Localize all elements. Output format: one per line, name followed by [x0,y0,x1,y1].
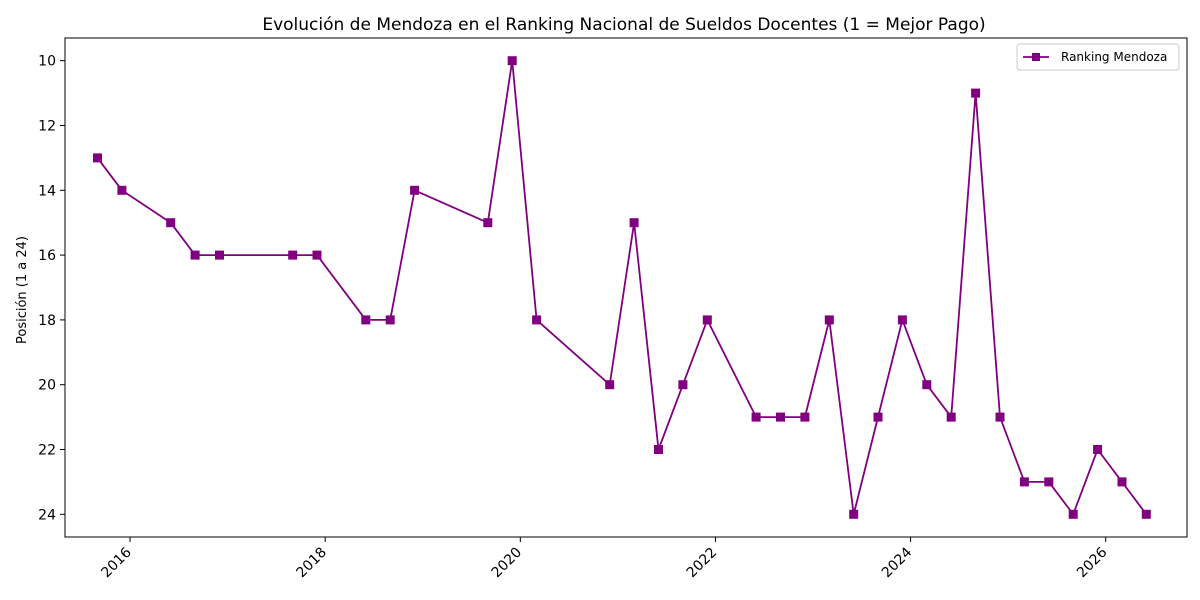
data-point-marker [1044,477,1054,487]
y-axis-label: Posición (1 a 24) [15,236,30,344]
data-point-marker [288,250,298,260]
data-point-marker [190,250,200,260]
y-tick-label: 22 [38,443,56,459]
y-tick-label: 14 [38,183,56,199]
data-point-marker [897,315,907,325]
data-point-marker [824,315,834,325]
plot-frame [64,37,1188,538]
data-point-marker [1093,445,1103,454]
data-point-marker [312,250,322,260]
legend: Ranking Mendoza [1016,43,1180,71]
x-tick-label: 2022 [684,545,721,582]
x-tick-label: 2024 [879,544,916,581]
y-tick-label: 12 [38,118,56,134]
data-point-marker [1141,509,1151,519]
legend-entry-label: Ranking Mendoza [1061,50,1167,64]
data-point-marker [971,88,981,98]
y-tick-label: 18 [38,313,56,329]
x-tick-label: 2026 [1074,544,1111,581]
data-point-marker [702,315,712,325]
chart-title: Evolución de Mendoza en el Ranking Nacio… [262,15,985,35]
y-tick-label: 10 [38,54,56,70]
data-point-marker [507,56,517,66]
data-point-marker [1019,477,1029,487]
y-tick-label: 16 [38,248,56,264]
data-point-marker [93,153,102,163]
data-point-marker [532,315,542,325]
data-point-marker [361,315,371,325]
legend-box [1016,43,1180,71]
data-point-marker [410,185,420,195]
data-point-marker [605,380,615,390]
data-point-marker [385,315,395,325]
data-point-marker [166,218,176,228]
data-point-marker [1117,477,1127,487]
x-tick-label: 2020 [489,545,526,582]
data-point-marker [751,412,761,422]
data-point-marker [117,185,127,195]
data-point-marker [922,380,932,390]
data-point-marker [946,412,956,422]
data-point-marker [776,412,785,422]
y-tick-label: 24 [38,507,56,523]
data-point-marker [678,380,688,390]
data-point-marker [873,412,883,422]
x-tick-label: 2018 [293,545,330,582]
data-point-marker [1068,509,1078,519]
data-point-marker [995,412,1005,422]
data-point-marker [654,445,663,454]
x-tick-label: 2016 [98,544,135,581]
data-point-marker [483,218,493,228]
data-point-marker [849,509,859,519]
y-tick-label: 20 [38,378,56,394]
data-point-marker [800,412,810,422]
legend-marker-swatch [1032,53,1040,61]
data-point-marker [215,250,224,260]
series-line [96,59,1148,516]
data-point-marker [629,218,639,228]
